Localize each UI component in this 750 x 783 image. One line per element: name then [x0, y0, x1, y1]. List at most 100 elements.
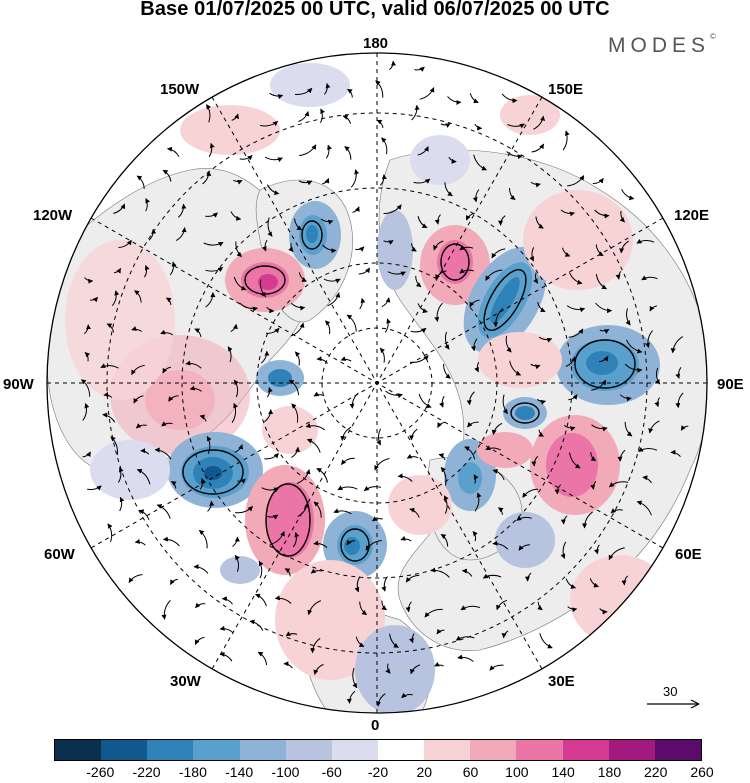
wind-arrow-icon: [436, 628, 445, 635]
wind-arrow-icon: [424, 608, 443, 618]
graticule: [47, 53, 707, 713]
wind-arrow-icon: [305, 423, 326, 431]
wind-arrow-icon: [288, 243, 294, 253]
wind-arrow-icon: [469, 299, 480, 308]
wind-arrow-icon: [202, 170, 212, 185]
wind-arrow-icon: [464, 446, 476, 460]
colorbar-bin: [562, 740, 609, 760]
wind-arrow-icon: [354, 576, 361, 593]
wind-arrow-icon: [136, 468, 151, 485]
colorbar: [54, 739, 702, 761]
wind-arrow-icon: [590, 480, 597, 490]
wind-arrow-icon: [566, 305, 586, 313]
wind-arrow-icon: [509, 360, 522, 376]
wind-arrow-icon: [145, 198, 151, 212]
wind-arrow-icon: [439, 395, 445, 408]
wind-arrow-icon: [411, 104, 420, 121]
wind-arrows: [81, 60, 689, 707]
wind-arrow-icon: [417, 215, 428, 229]
wind-arrow-icon: [298, 272, 307, 282]
wind-arrow-icon: [374, 458, 390, 471]
wind-arrow-icon: [307, 600, 321, 616]
wind-arrow-icon: [113, 203, 126, 214]
wind-arrow-icon: [133, 395, 144, 404]
wind-arrow-icon: [434, 214, 441, 225]
wind-arrow-icon: [589, 578, 599, 588]
wind-arrow-icon: [675, 367, 682, 379]
wind-arrow-icon: [381, 297, 391, 308]
wind-arrow-icon: [128, 574, 143, 584]
wind-arrow-icon: [261, 487, 280, 493]
colorbar-tick-label: -140: [225, 764, 254, 780]
wind-arrow-icon: [325, 144, 332, 159]
wind-arrow-icon: [492, 468, 505, 481]
label-lon-30e: 30E: [548, 673, 575, 690]
wind-arrow-icon: [565, 578, 576, 589]
wind-arrow-icon: [235, 506, 253, 514]
wind-arrow-icon: [506, 151, 523, 160]
wind-arrow-icon: [531, 456, 539, 467]
wind-arrow-icon: [264, 409, 274, 423]
wind-arrow-icon: [359, 601, 368, 616]
wind-arrow-icon: [438, 453, 446, 461]
wind-arrow-icon: [621, 188, 635, 201]
wind-arrow-icon: [469, 93, 479, 104]
wind-arrow-icon: [590, 452, 597, 462]
wind-arrow-icon: [294, 351, 301, 366]
wind-arrow-icon: [231, 402, 238, 423]
wind-arrow-icon: [144, 265, 150, 278]
wind-arrow-icon: [461, 568, 473, 577]
wind-arrow-icon: [340, 356, 352, 362]
wind-arrow-icon: [283, 661, 293, 669]
wind-arrow-icon: [140, 448, 150, 455]
wind-arrow-icon: [221, 596, 233, 605]
wind-arrow-icon: [363, 485, 382, 492]
wind-arrow-icon: [170, 480, 177, 489]
wind-arrow-icon: [530, 363, 541, 370]
wind-reference-arrow-icon: [647, 699, 700, 709]
wind-arrow-icon: [624, 421, 633, 437]
wind-arrow-icon: [198, 529, 208, 549]
wind-arrow-icon: [522, 488, 539, 498]
wind-arrow-icon: [346, 539, 356, 546]
wind-arrow-icon: [568, 394, 578, 401]
wind-arrow-icon: [409, 428, 418, 441]
wind-arrow-icon: [385, 390, 403, 399]
wind-arrow-icon: [507, 123, 525, 129]
label-lon-90w: 90W: [3, 376, 34, 393]
wind-arrow-icon: [239, 155, 253, 161]
wind-arrow-icon: [291, 446, 301, 458]
wind-arrow-icon: [325, 320, 331, 335]
wind-arrow-icon: [568, 328, 584, 338]
wind-arrow-icon: [648, 420, 660, 434]
wind-arrow-icon: [562, 247, 571, 257]
wind-arrow-icon: [316, 356, 328, 364]
wind-arrow-icon: [100, 363, 119, 369]
wind-arrow-icon: [205, 104, 211, 123]
wind-arrow-icon: [415, 275, 422, 288]
wind-arrow-icon: [599, 328, 610, 334]
wind-arrow-icon: [239, 302, 258, 312]
wind-arrow-icon: [621, 575, 629, 586]
wind-arrow-icon: [359, 297, 366, 310]
wind-arrow-icon: [533, 115, 546, 130]
wind-arrow-icon: [537, 301, 546, 313]
wind-arrow-icon: [352, 668, 358, 689]
wind-arrow-icon: [344, 146, 352, 160]
wind-arrow-icon: [160, 329, 174, 336]
wind-arrow-icon: [619, 240, 629, 254]
colorbar-tick-label: -180: [178, 764, 207, 780]
colorbar-bin: [424, 740, 471, 760]
wind-arrow-icon: [162, 366, 172, 374]
wind-arrow-icon: [299, 144, 317, 156]
wind-arrow-icon: [610, 508, 623, 514]
wind-arrow-icon: [565, 356, 576, 367]
wind-arrow-icon: [266, 514, 279, 520]
wind-arrow-icon: [400, 535, 412, 542]
wind-arrow-icon: [501, 630, 509, 639]
wind-arrow-icon: [435, 270, 447, 280]
colorbar-tick-label: -100: [271, 764, 300, 780]
wind-arrow-icon: [264, 156, 283, 163]
wind-arrow-icon: [401, 692, 413, 699]
wind-arrow-icon: [233, 179, 243, 185]
